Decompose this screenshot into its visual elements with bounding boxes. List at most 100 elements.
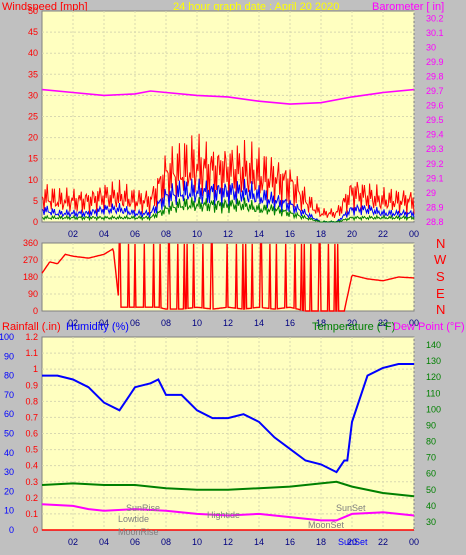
humidity-y-tick-label: 90 bbox=[4, 351, 14, 361]
temperature-y-tick-label: 30 bbox=[426, 517, 436, 527]
rain-y-tick-label: 0.3 bbox=[25, 477, 38, 487]
direction-label-s: S bbox=[436, 269, 445, 284]
humidity-axis-title: Humidity (%) bbox=[66, 321, 129, 333]
sunset-annotation: SunSet bbox=[336, 503, 366, 513]
temperature-y-tick-label: 90 bbox=[426, 420, 436, 430]
temperature-y-tick-label: 100 bbox=[426, 404, 441, 414]
wind-y-tick-label: 15 bbox=[28, 154, 38, 164]
humidity-y-tick-label: 40 bbox=[4, 448, 14, 458]
x-tick-label: 12 bbox=[223, 318, 233, 328]
x-tick-label: 20 bbox=[347, 537, 357, 547]
rain-y-tick-label: 0.7 bbox=[25, 412, 38, 422]
direction-label-n-bottom: N bbox=[436, 302, 445, 317]
x-tick-label: 18 bbox=[316, 318, 326, 328]
x-tick-label: 00 bbox=[409, 229, 419, 239]
x-tick-label: 08 bbox=[161, 537, 171, 547]
direction-label-e: E bbox=[436, 286, 445, 301]
wind-y-tick-label: 45 bbox=[28, 27, 38, 37]
x-tick-label: 14 bbox=[254, 318, 264, 328]
wind-y-tick-label: 10 bbox=[28, 175, 38, 185]
x-tick-label: 22 bbox=[378, 537, 388, 547]
sunset-axis-annotation: SunSet bbox=[338, 537, 368, 547]
x-tick-label: 18 bbox=[316, 537, 326, 547]
wind-y-tick-label: 50 bbox=[28, 6, 38, 16]
wind-y-tick-label: 5 bbox=[33, 196, 38, 206]
barometer-y-tick-label: 29 bbox=[426, 188, 436, 198]
x-tick-label: 08 bbox=[161, 318, 171, 328]
rain-y-tick-label: 1.1 bbox=[25, 348, 38, 358]
wind-y-tick-label: 35 bbox=[28, 69, 38, 79]
lowtide-annotation: Lowtide bbox=[118, 514, 149, 524]
temperature-y-tick-label: 80 bbox=[426, 437, 436, 447]
direction-y-tick-label: 270 bbox=[23, 255, 38, 265]
rain-y-tick-label: 1.2 bbox=[25, 332, 38, 342]
barometer-y-tick-label: 29.2 bbox=[426, 159, 444, 169]
direction-y-tick-label: 90 bbox=[28, 289, 38, 299]
barometer-y-tick-label: 29.9 bbox=[426, 57, 444, 67]
barometer-y-tick-label: 30 bbox=[426, 42, 436, 52]
x-tick-label: 00 bbox=[409, 318, 419, 328]
rain-y-tick-label: 0.2 bbox=[25, 493, 38, 503]
temperature-y-tick-label: 40 bbox=[426, 501, 436, 511]
sunrise-annotation: SunRise bbox=[126, 503, 160, 513]
rain-y-tick-label: 1 bbox=[33, 364, 38, 374]
x-tick-label: 04 bbox=[99, 537, 109, 547]
rain-y-tick-label: 0.5 bbox=[25, 445, 38, 455]
temperature-y-tick-label: 50 bbox=[426, 485, 436, 495]
barometer-y-tick-label: 30.2 bbox=[426, 13, 444, 23]
wind-low-line bbox=[41, 197, 415, 223]
rain-y-tick-label: 0.6 bbox=[25, 429, 38, 439]
x-tick-label: 12 bbox=[223, 229, 233, 239]
barometer-axis-title: Barometer [ in] bbox=[372, 1, 444, 13]
x-tick-label: 16 bbox=[285, 318, 295, 328]
humidity-y-tick-label: 10 bbox=[4, 506, 14, 516]
wind-direction-line bbox=[41, 243, 414, 312]
direction-label-w: W bbox=[434, 252, 447, 267]
x-tick-label: 10 bbox=[192, 229, 202, 239]
x-tick-label: 02 bbox=[68, 537, 78, 547]
moonrise-annotation: MoonRise bbox=[118, 527, 159, 537]
x-tick-label: 20 bbox=[347, 229, 357, 239]
humidity-y-tick-label: 50 bbox=[4, 429, 14, 439]
x-tick-label: 00 bbox=[409, 537, 419, 547]
moonset-annotation: MoonSet bbox=[308, 520, 345, 530]
barometer-y-tick-label: 29.5 bbox=[426, 115, 444, 125]
wind-y-tick-label: 20 bbox=[28, 133, 38, 143]
x-tick-label: 14 bbox=[254, 229, 264, 239]
temperature-axis-title: Temperature (°F) bbox=[312, 321, 395, 333]
x-tick-label: 06 bbox=[130, 537, 140, 547]
x-tick-label: 10 bbox=[192, 318, 202, 328]
direction-label-n-top: N bbox=[436, 236, 445, 251]
barometer-line bbox=[41, 88, 415, 105]
humidity-y-tick-label: 70 bbox=[4, 390, 14, 400]
barometer-y-tick-label: 28.8 bbox=[426, 217, 444, 227]
rain-y-tick-label: 0.1 bbox=[25, 509, 38, 519]
hightide-annotation: Hightide bbox=[207, 510, 240, 520]
x-tick-label: 08 bbox=[161, 229, 171, 239]
x-tick-label: 14 bbox=[254, 537, 264, 547]
dew_point-line bbox=[41, 503, 415, 522]
temperature-y-tick-label: 60 bbox=[426, 469, 436, 479]
x-tick-label: 02 bbox=[68, 229, 78, 239]
temperature-y-tick-label: 110 bbox=[426, 388, 440, 398]
direction-y-tick-label: 360 bbox=[23, 238, 38, 248]
x-tick-label: 16 bbox=[285, 229, 295, 239]
x-tick-label: 06 bbox=[130, 318, 140, 328]
x-tick-label: 04 bbox=[99, 318, 109, 328]
wind-y-tick-label: 0 bbox=[33, 217, 38, 227]
barometer-y-tick-label: 29.6 bbox=[426, 101, 444, 111]
humidity-y-tick-label: 30 bbox=[4, 467, 14, 477]
rain-y-tick-label: 0.9 bbox=[25, 380, 38, 390]
windspeed-axis-title: Windspeed [mph] bbox=[2, 1, 88, 13]
x-tick-label: 22 bbox=[378, 229, 388, 239]
x-tick-label: 22 bbox=[378, 318, 388, 328]
rain-y-tick-label: 0.8 bbox=[25, 396, 38, 406]
x-tick-label: 18 bbox=[316, 229, 326, 239]
barometer-y-tick-label: 30.1 bbox=[426, 28, 444, 38]
wind-y-tick-label: 25 bbox=[28, 112, 38, 122]
direction-y-tick-label: 180 bbox=[23, 272, 38, 282]
rain-y-tick-label: 0.4 bbox=[25, 461, 38, 471]
barometer-y-tick-label: 29.4 bbox=[426, 130, 444, 140]
humidity-y-tick-label: 20 bbox=[4, 486, 14, 496]
